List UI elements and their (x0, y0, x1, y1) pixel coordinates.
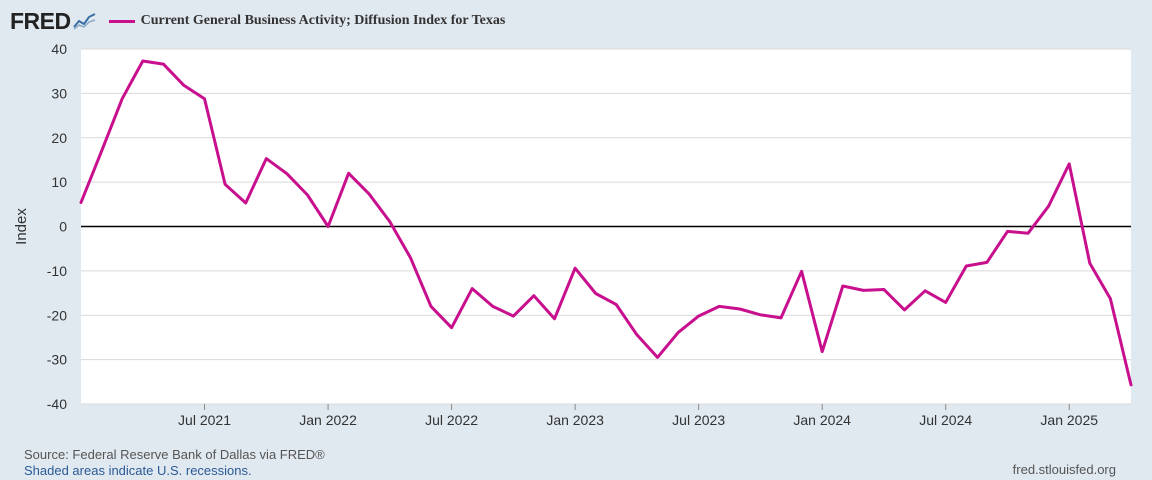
recession-note: Shaded areas indicate U.S. recessions. (24, 463, 252, 478)
data-point[interactable] (470, 287, 474, 290)
data-point[interactable] (182, 84, 186, 87)
data-point[interactable] (347, 172, 350, 175)
data-point[interactable] (223, 183, 227, 186)
data-point[interactable] (326, 225, 330, 228)
x-tick-label: Jul 2021 (178, 412, 231, 428)
series-line[interactable] (79, 59, 1133, 387)
data-point[interactable] (594, 292, 597, 295)
data-point[interactable] (656, 356, 659, 359)
data-point[interactable] (718, 305, 721, 308)
y-tick-label: 0 (59, 219, 67, 235)
data-point[interactable] (1109, 297, 1112, 301)
data-point[interactable] (450, 326, 453, 329)
data-point[interactable] (923, 289, 927, 293)
data-point[interactable] (532, 294, 536, 297)
data-point[interactable] (512, 314, 515, 318)
y-axis-label: Index (13, 208, 30, 245)
data-point[interactable] (120, 97, 124, 100)
x-tick-label: Jul 2022 (425, 412, 478, 428)
chart-header: FRED Current General Business Activity; … (10, 6, 505, 36)
y-tick-label: -10 (47, 263, 67, 279)
data-point[interactable] (1026, 231, 1030, 235)
data-point[interactable] (573, 267, 577, 270)
line-chart-icon (72, 12, 97, 30)
legend-swatch (108, 19, 135, 23)
y-tick-label: 40 (51, 41, 67, 57)
x-tick-label: Jul 2024 (919, 412, 972, 428)
y-tick-label: 20 (51, 130, 67, 146)
legend: Current General Business Activity; Diffu… (108, 13, 506, 29)
data-point[interactable] (162, 62, 165, 66)
x-tick-label: Jan 2025 (1040, 412, 1098, 428)
data-point[interactable] (820, 350, 824, 353)
footer-notes: Source: Federal Reserve Bank of Dallas v… (24, 447, 325, 479)
data-point[interactable] (429, 305, 433, 308)
data-point[interactable] (759, 313, 762, 317)
data-point[interactable] (285, 172, 289, 175)
x-tick-label: Jan 2024 (793, 412, 851, 428)
data-point[interactable] (676, 331, 680, 334)
data-point[interactable] (944, 301, 947, 304)
series-layer (79, 59, 1133, 387)
data-point[interactable] (965, 264, 968, 268)
site-url[interactable]: fred.stlouisfed.org (1012, 462, 1116, 477)
y-tick-label: 10 (51, 174, 67, 190)
y-tick-label: -30 (47, 352, 67, 368)
x-tick-label: Jan 2023 (546, 412, 604, 428)
data-point[interactable] (841, 284, 844, 288)
data-point[interactable] (265, 157, 268, 160)
data-point[interactable] (1006, 230, 1009, 233)
data-point[interactable] (1088, 262, 1092, 265)
source-note: Source: Federal Reserve Bank of Dallas v… (24, 447, 325, 462)
data-point[interactable] (368, 192, 371, 196)
data-point[interactable] (697, 314, 700, 318)
data-point[interactable] (1129, 383, 1133, 387)
data-point[interactable] (862, 289, 865, 292)
y-tick-label: 30 (51, 85, 67, 101)
y-axis: 40 30 20 10 0 -10 -20 -30 -40 (47, 41, 67, 412)
data-point[interactable] (903, 308, 906, 312)
data-point[interactable] (882, 288, 886, 291)
data-point[interactable] (1068, 162, 1071, 166)
x-tick-label: Jul 2023 (672, 412, 725, 428)
x-axis: Jul 2021 Jan 2022 Jul 2022 Jan 2023 Jul 2023… (178, 404, 1098, 428)
data-point[interactable] (800, 270, 803, 273)
data-point[interactable] (141, 59, 144, 63)
data-point[interactable] (615, 303, 618, 306)
legend-series-label: Current General Business Activity; Diffu… (140, 13, 506, 28)
data-point[interactable] (553, 317, 556, 320)
data-point[interactable] (100, 149, 103, 153)
grid-lines (81, 48, 1131, 405)
data-point[interactable] (779, 316, 783, 320)
data-point[interactable] (388, 220, 392, 223)
x-tick-label: Jan 2022 (299, 412, 357, 428)
data-point[interactable] (1047, 204, 1050, 208)
data-point[interactable] (244, 201, 247, 205)
data-point[interactable] (306, 193, 309, 197)
y-tick-label: -40 (47, 396, 67, 412)
fred-logo[interactable]: FRED (10, 7, 71, 34)
y-tick-label: -20 (47, 307, 67, 323)
data-point[interactable] (491, 305, 494, 308)
data-point[interactable] (203, 97, 206, 100)
data-point[interactable] (985, 261, 989, 264)
data-point[interactable] (635, 333, 639, 336)
data-point[interactable] (409, 256, 412, 259)
data-point[interactable] (738, 307, 742, 311)
data-point[interactable] (79, 201, 83, 204)
